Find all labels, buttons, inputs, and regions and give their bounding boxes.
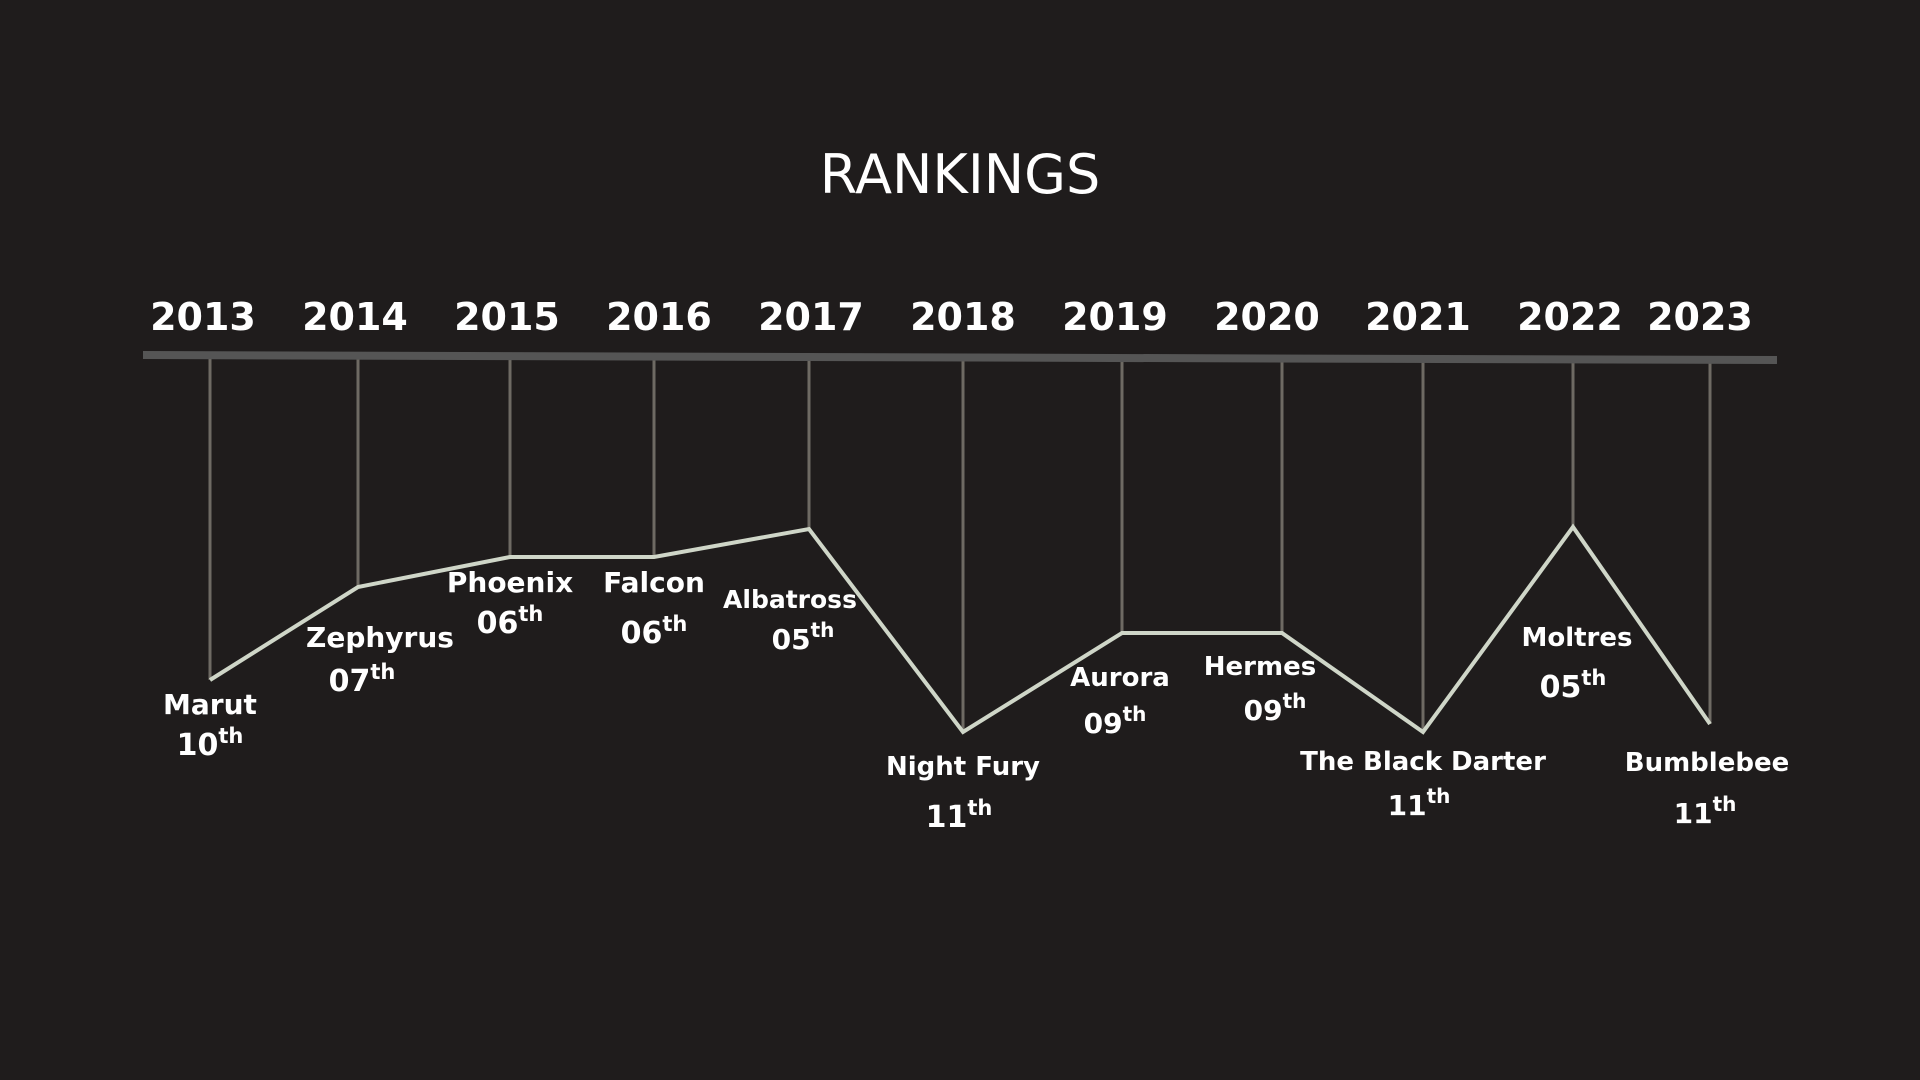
point-rank-2021: 11th xyxy=(1388,784,1451,822)
point-rank-2015: 06th xyxy=(477,602,544,641)
point-name-2020: Hermes xyxy=(1204,652,1316,682)
year-labels: 2013 2014 2015 2016 2017 2018 2019 2020 2021 2022… xyxy=(150,295,1753,339)
point-name-2019: Aurora xyxy=(1070,663,1170,693)
year-label-2022: 2022 xyxy=(1517,295,1623,339)
year-label-2018: 2018 xyxy=(910,295,1016,339)
year-label-2020: 2020 xyxy=(1214,295,1320,339)
point-name-2013: Marut xyxy=(163,688,257,721)
year-label-2017: 2017 xyxy=(758,295,864,339)
year-label-2013: 2013 xyxy=(150,295,256,339)
point-rank-2022: 05th xyxy=(1540,666,1607,705)
point-rank-2017: 05th xyxy=(772,618,835,656)
point-name-2014: Zephyrus xyxy=(306,621,454,654)
point-rank-2020: 09th xyxy=(1244,689,1307,727)
chart-title: RANKINGS xyxy=(820,143,1101,206)
point-name-2021: The Black Darter xyxy=(1300,747,1546,777)
point-name-2015: Phoenix xyxy=(447,566,573,599)
year-label-2021: 2021 xyxy=(1365,295,1471,339)
point-name-2017: Albatross xyxy=(723,585,857,614)
point-rank-2013: 10th xyxy=(177,724,244,763)
point-rank-2018: 11th xyxy=(926,796,993,835)
point-labels: Marut10thZephyrus07thPhoenix06thFalcon06… xyxy=(163,566,1789,835)
point-rank-2016: 06th xyxy=(621,612,688,651)
timeline-axis xyxy=(142,351,1778,364)
point-name-2018: Night Fury xyxy=(886,752,1040,782)
year-label-2014: 2014 xyxy=(302,295,408,339)
point-name-2023: Bumblebee xyxy=(1625,748,1789,778)
year-label-2016: 2016 xyxy=(606,295,712,339)
year-label-2023: 2023 xyxy=(1647,295,1753,339)
drop-lines xyxy=(208,355,1712,732)
point-name-2016: Falcon xyxy=(603,566,705,599)
point-name-2022: Moltres xyxy=(1521,623,1632,653)
point-rank-2019: 09th xyxy=(1084,702,1147,740)
year-label-2015: 2015 xyxy=(454,295,560,339)
point-rank-2014: 07th xyxy=(329,660,396,699)
year-label-2019: 2019 xyxy=(1062,295,1168,339)
rank-line xyxy=(208,523,1712,735)
point-rank-2023: 11th xyxy=(1674,792,1737,830)
